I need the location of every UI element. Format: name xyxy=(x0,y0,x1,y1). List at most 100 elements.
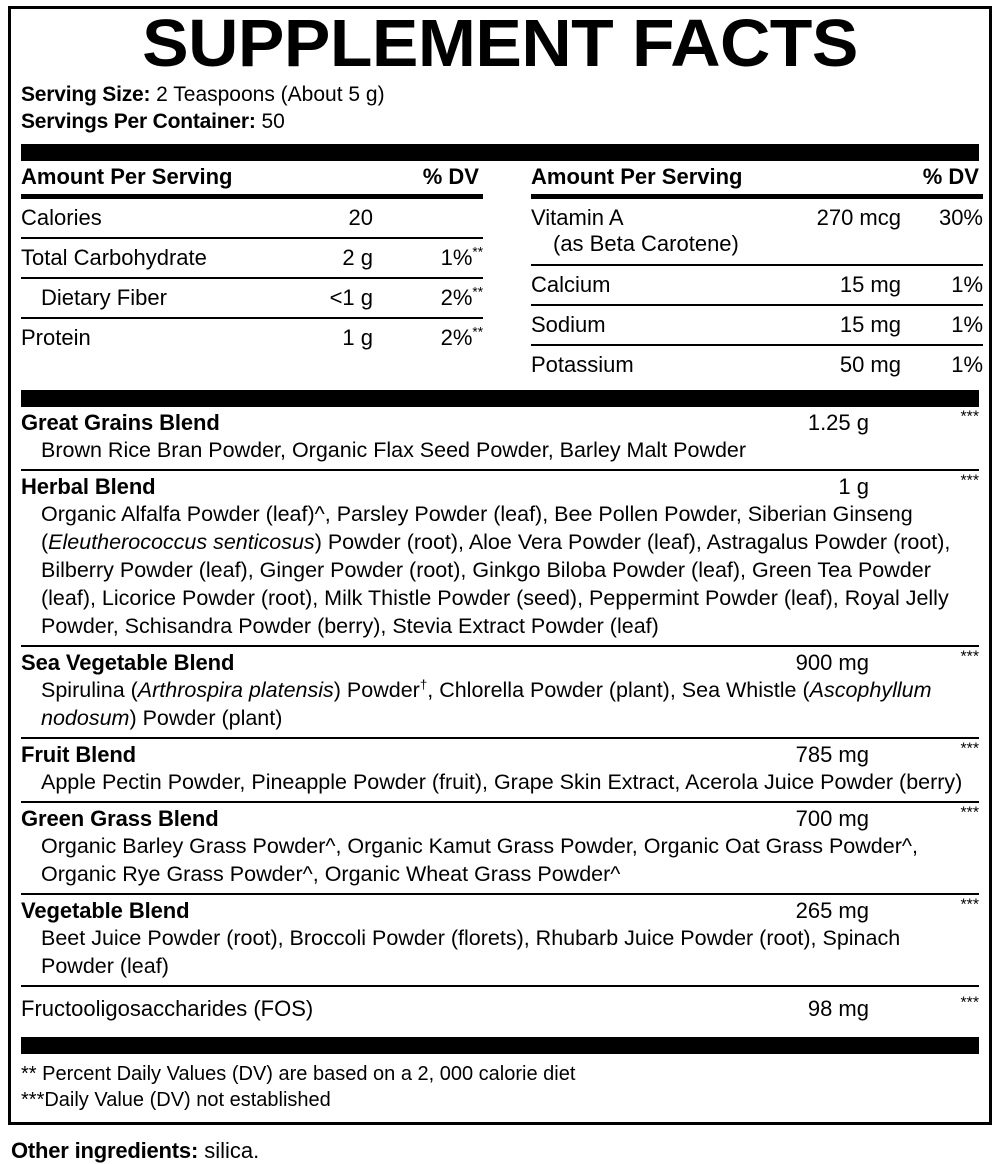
nutrient-dv: 1% xyxy=(951,272,983,298)
footnote-dv-not-established: ***Daily Value (DV) not established xyxy=(21,1089,331,1112)
nutrient-amount: 15 mg xyxy=(839,272,901,298)
blend-header: Fruit Blend 785 mg *** xyxy=(21,740,979,768)
blend-row: Great Grains Blend 1.25 g *** Brown Rice… xyxy=(21,407,979,469)
blend-ingredients: Brown Rice Bran Powder, Organic Flax See… xyxy=(41,438,747,463)
nutrient-subname: (as Beta Carotene) xyxy=(553,231,739,257)
nutrient-amount: 1 g xyxy=(342,325,373,351)
blend-name: Vegetable Blend xyxy=(21,897,190,923)
blend-name: Fruit Blend xyxy=(21,741,137,767)
percent-dv-header: % DV xyxy=(922,164,979,190)
top-separator-bar xyxy=(21,144,979,162)
nutrient-row: Dietary Fiber <1 g 2%** xyxy=(21,277,483,317)
blend-header: Vegetable Blend 265 mg *** xyxy=(21,896,979,924)
blend-ingredients: Organic Alfalfa Powder (leaf)^, Parsley … xyxy=(41,502,951,639)
nutrient-amount: <1 g xyxy=(329,285,373,311)
amount-per-serving-header: Amount Per Serving xyxy=(531,164,743,190)
column-header-right: Amount Per Serving % DV xyxy=(531,161,983,194)
nutrient-amount: 2 g xyxy=(342,245,373,271)
blend-amount: 700 mg xyxy=(795,805,869,831)
blend-amount: 1.25 g xyxy=(807,410,869,436)
proprietary-blends-section: Great Grains Blend 1.25 g *** Brown Rice… xyxy=(21,407,979,1030)
nutrition-column-left: Amount Per Serving % DV Calories 20 Tota… xyxy=(21,161,493,357)
blend-name: Green Grass Blend xyxy=(21,805,219,831)
blend-dv: *** xyxy=(960,896,979,914)
page-title: SUPPLEMENT FACTS xyxy=(142,6,858,81)
blend-name: Herbal Blend xyxy=(21,474,156,500)
blend-row: Green Grass Blend 700 mg *** Organic Bar… xyxy=(21,800,979,893)
other-ingredients-value: silica. xyxy=(204,1138,260,1164)
blend-row: Sea Vegetable Blend 900 mg *** Spirulina… xyxy=(21,645,979,737)
supplement-facts-label: SUPPLEMENT FACTS Serving Size: 2 Teaspoo… xyxy=(0,6,1000,1163)
servings-per-container-line: Servings Per Container: 50 xyxy=(21,108,979,136)
blend-amount: 785 mg xyxy=(795,741,869,767)
blend-header: Sea Vegetable Blend 900 mg *** xyxy=(21,648,979,676)
other-ingredients-line: Other ingredients: silica. xyxy=(11,1138,1000,1164)
nutrient-row: Potassium 50 mg 1% xyxy=(531,344,983,384)
supplement-facts-panel: SUPPLEMENT FACTS Serving Size: 2 Teaspoo… xyxy=(8,6,992,1126)
ingredient-name: Fructooligosaccharides (FOS) xyxy=(21,995,314,1021)
blend-row: Fruit Blend 785 mg *** Apple Pectin Powd… xyxy=(21,736,979,801)
nutrient-row: Calcium 15 mg 1% xyxy=(531,264,983,304)
blend-ingredients: Apple Pectin Powder, Pineapple Powder (f… xyxy=(41,769,963,794)
blend-row: Vegetable Blend 265 mg *** Beet Juice Po… xyxy=(21,892,979,985)
footnote-separator-bar xyxy=(21,1036,979,1054)
serving-size-label: Serving Size: xyxy=(21,82,151,106)
blend-dv: *** xyxy=(960,740,979,758)
servings-per-container-label: Servings Per Container: xyxy=(21,110,256,134)
column-header-rule-left xyxy=(21,194,483,200)
nutrient-dv: 2%** xyxy=(440,324,483,351)
blend-header: Green Grass Blend 700 mg *** xyxy=(21,804,979,832)
nutrient-dv: 1% xyxy=(951,352,983,378)
nutrient-row: Vitamin A 270 mcg 30% (as Beta Carotene) xyxy=(531,199,983,264)
blend-ingredients: Beet Juice Powder (root), Broccoli Powde… xyxy=(41,925,901,978)
servings-per-container-value: 50 xyxy=(261,110,285,134)
nutrition-facts-section: Amount Per Serving % DV Calories 20 Tota… xyxy=(21,161,983,384)
nutrient-name: Potassium xyxy=(531,352,634,378)
nutrient-name: Dietary Fiber xyxy=(41,285,167,311)
blend-ingredients: Organic Barley Grass Powder^, Organic Ka… xyxy=(41,833,918,886)
nutrient-name: Calories xyxy=(21,205,102,231)
blend-separator-bar xyxy=(21,390,979,408)
nutrient-dv: 30% xyxy=(938,205,983,231)
nutrient-amount: 50 mg xyxy=(839,352,901,378)
nutrient-dv: 2%** xyxy=(440,284,483,311)
footnote-daily-values: ** Percent Daily Values (DV) are based o… xyxy=(21,1062,576,1085)
ingredient-dv: *** xyxy=(960,994,979,1012)
other-ingredients-label: Other ingredients: xyxy=(11,1138,199,1164)
blend-dv: *** xyxy=(960,473,979,490)
blend-header: Great Grains Blend 1.25 g *** xyxy=(21,410,979,436)
column-header-rule-right xyxy=(531,194,983,200)
blend-amount: 1 g xyxy=(838,474,869,500)
nutrient-amount: 20 xyxy=(348,205,373,231)
nutrition-column-right: Amount Per Serving % DV Vitamin A 270 mc… xyxy=(531,161,983,384)
serving-size-value: 2 Teaspoons (About 5 g) xyxy=(156,82,385,106)
nutrient-name: Sodium xyxy=(531,312,606,338)
serving-size-line: Serving Size: 2 Teaspoons (About 5 g) xyxy=(21,81,979,109)
nutrient-name: Protein xyxy=(21,325,91,351)
nutrient-name: Total Carbohydrate xyxy=(21,245,207,271)
blend-dv: *** xyxy=(960,648,979,666)
ingredient-amount: 98 mg xyxy=(807,995,869,1021)
amount-per-serving-header: Amount Per Serving xyxy=(21,164,233,190)
blend-name: Great Grains Blend xyxy=(21,410,220,436)
blend-header: Herbal Blend 1 g *** xyxy=(21,474,979,500)
ingredient-row: Fructooligosaccharides (FOS) 98 mg *** xyxy=(21,984,979,1031)
nutrient-amount: 270 mcg xyxy=(816,205,901,231)
blend-dv: *** xyxy=(960,409,979,427)
nutrient-row: Calories 20 xyxy=(21,199,483,237)
blend-amount: 900 mg xyxy=(795,650,869,676)
blend-amount: 265 mg xyxy=(795,897,869,923)
nutrient-amount: 15 mg xyxy=(839,312,901,338)
blend-dv: *** xyxy=(960,804,979,822)
nutrient-name: Calcium xyxy=(531,272,611,298)
column-header-left: Amount Per Serving % DV xyxy=(21,161,483,194)
percent-dv-header: % DV xyxy=(422,164,479,190)
nutrient-name: Vitamin A xyxy=(531,205,624,231)
nutrient-row: Total Carbohydrate 2 g 1%** xyxy=(21,237,483,277)
nutrient-dv: 1% xyxy=(951,312,983,338)
footnotes-section: ** Percent Daily Values (DV) are based o… xyxy=(21,1054,979,1117)
blend-row: Herbal Blend 1 g *** Organic Alfalfa Pow… xyxy=(21,469,979,645)
nutrient-dv: 1%** xyxy=(440,244,483,271)
blend-ingredients: Spirulina (Arthrospira platensis) Powder… xyxy=(41,676,932,730)
blend-name: Sea Vegetable Blend xyxy=(21,650,235,676)
